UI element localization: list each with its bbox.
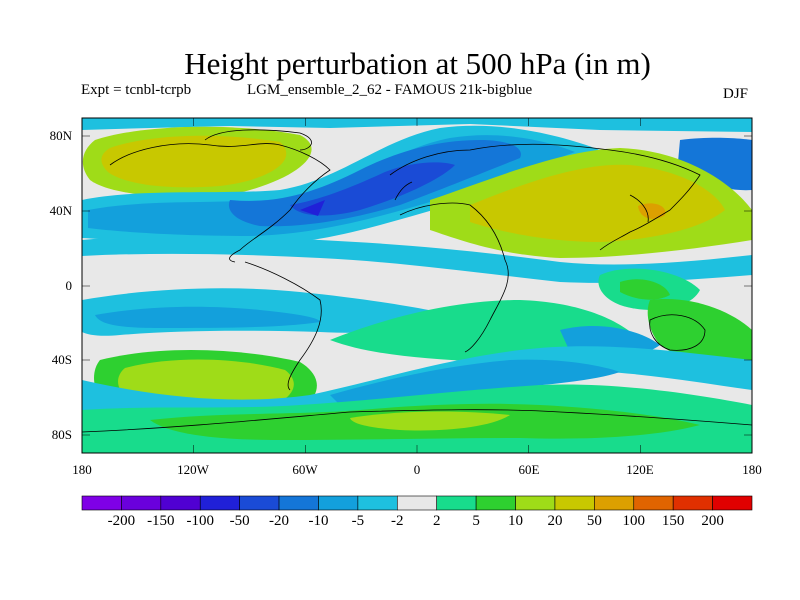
equatorial-low-core xyxy=(95,306,320,328)
colorbar-swatch xyxy=(81,495,122,511)
map-title: Height perturbation at 500 hPa (in m) xyxy=(184,46,651,81)
colorbar-label: 100 xyxy=(622,513,646,529)
lat-label-40n: 40N xyxy=(49,203,72,218)
colorbar-label: 50 xyxy=(586,513,602,529)
tropical-band-north xyxy=(82,235,752,283)
lat-label-80s: 80S xyxy=(51,427,72,442)
graticule-ticks xyxy=(82,118,752,453)
atlantic-low-core xyxy=(290,162,455,216)
indonesia-positive-core xyxy=(620,279,670,300)
map-frame xyxy=(81,117,753,454)
colorbar-label: -20 xyxy=(269,513,290,529)
experiment-label: Expt = tcnbl-tcrpb xyxy=(81,82,192,98)
lon-label-0: 0 xyxy=(413,462,421,477)
colorbar-swatch xyxy=(318,495,359,511)
colorbar-swatch xyxy=(357,495,398,511)
colorbar-swatch xyxy=(199,495,240,511)
colorbar xyxy=(81,495,753,511)
lat-label-0: 0 xyxy=(65,278,73,293)
lat-label-80n: 80N xyxy=(49,128,72,143)
colorbar-label: -5 xyxy=(351,513,365,529)
colorbar-swatch xyxy=(712,495,753,511)
colorbar-label: 200 xyxy=(701,513,724,529)
colorbar-swatch xyxy=(594,495,635,511)
colorbar-swatch xyxy=(278,495,319,511)
colorbar-swatch xyxy=(515,495,556,511)
colorbar-label: 150 xyxy=(661,513,685,529)
lon-label-180-left: 180 xyxy=(72,462,92,477)
colorbar-swatch xyxy=(672,495,713,511)
season-label: DJF xyxy=(723,86,749,102)
lon-label-120e: 120E xyxy=(626,462,654,477)
ensemble-label: LGM_ensemble_2_62 - FAMOUS 21k-bigblue xyxy=(247,82,533,98)
eurasia-high xyxy=(470,164,725,242)
colorbar-swatch xyxy=(554,495,595,511)
colorbar-label: -2 xyxy=(391,513,404,529)
colorbar-swatch xyxy=(160,495,201,511)
contour-field xyxy=(82,118,752,453)
colorbar-label: 10 xyxy=(508,513,524,529)
colorbar-swatch xyxy=(396,495,438,511)
colorbar-swatch xyxy=(121,495,162,511)
lon-label-60w: 60W xyxy=(292,462,318,477)
colorbar-label: -150 xyxy=(147,513,175,529)
lon-label-60e: 60E xyxy=(518,462,540,477)
southern-ocean-low-core xyxy=(330,359,620,405)
colorbar-label: -10 xyxy=(308,513,329,529)
colorbar-swatch xyxy=(436,495,477,511)
colorbar-label: 20 xyxy=(547,513,563,529)
colorbar-swatch xyxy=(475,495,516,511)
colorbar-label: -100 xyxy=(186,513,214,529)
lat-label-40s: 40S xyxy=(51,352,72,367)
colorbar-label: 2 xyxy=(432,513,441,529)
atlantic-low-center xyxy=(300,200,325,216)
coastlines xyxy=(82,129,752,433)
colorbar-label: -50 xyxy=(229,513,250,529)
lon-label-180-right: 180 xyxy=(742,462,762,477)
antarctic-positive-core xyxy=(350,411,510,431)
colorbar-label: -200 xyxy=(107,513,136,529)
lon-label-120w: 120W xyxy=(177,462,209,477)
colorbar-swatch xyxy=(239,495,280,511)
colorbar-swatch xyxy=(633,495,674,511)
colorbar-label: 5 xyxy=(472,513,480,529)
